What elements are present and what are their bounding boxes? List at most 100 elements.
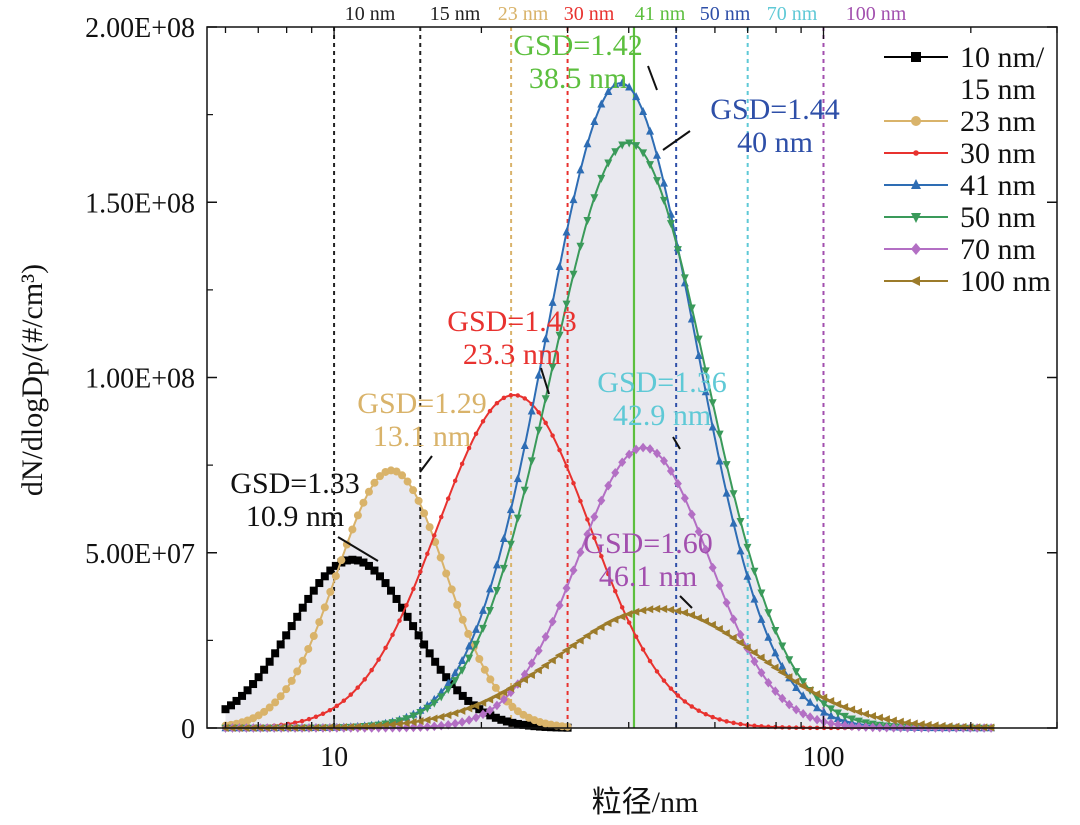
data-point [380,721,389,730]
data-point [527,406,536,415]
data-point [443,711,452,720]
data-point [638,606,647,615]
data-point [376,657,381,662]
data-point [557,447,562,453]
data-point [827,711,835,720]
x-tick-label: 100 [802,742,844,773]
data-point [792,682,801,691]
data-point [425,551,430,557]
data-point [404,603,409,608]
data-point [590,194,599,203]
data-point [860,710,869,719]
data-point [867,711,876,720]
data-point [465,654,474,663]
data-point [714,624,723,633]
data-point [668,686,674,691]
data-point [451,677,460,686]
data-point [227,701,236,710]
data-point [513,514,522,523]
legend-label: 100 nm [960,265,1051,298]
data-point [519,720,528,729]
data-point [370,566,379,575]
data-point [632,92,641,101]
data-point [757,589,766,598]
data-point [923,720,932,729]
data-point [445,496,451,501]
data-point [513,719,522,728]
data-point [520,669,529,680]
data-point [249,680,258,689]
data-point [534,370,543,379]
data-point [390,632,395,638]
data-point [425,649,434,658]
data-point [680,493,689,504]
legend-label: 70 nm [960,233,1036,266]
data-point [784,673,793,682]
data-point [387,586,396,595]
data-point [590,512,599,522]
data-point [619,605,625,610]
data-point [524,721,533,730]
data-point [771,648,780,657]
data-point [520,486,529,495]
legend-swatch-marker [911,116,921,126]
data-point [508,718,517,727]
data-point [304,644,313,653]
data-point [464,629,473,638]
data-point [345,722,354,731]
data-point [492,700,501,711]
data-point [738,721,743,727]
data-point [362,677,367,682]
data-point [447,585,456,594]
data-point [820,700,829,709]
data-point [499,564,508,573]
data-point [562,227,571,236]
data-point [513,680,522,689]
data-point [735,638,744,647]
data-point [444,685,453,694]
data-point [415,717,424,726]
data-point [499,533,508,542]
data-point [729,614,738,625]
data-point [708,422,717,431]
data-point [472,712,481,723]
data-point [833,709,842,718]
data-point [416,722,425,732]
data-point [501,395,507,401]
data-point [592,535,597,541]
data-point [673,478,682,489]
x-tick-label: 10 [320,742,348,773]
data-point [840,712,849,721]
legend-label: 23 nm [960,105,1036,138]
data-point [395,717,404,726]
data-point [409,486,418,495]
data-point [436,712,445,721]
data-point [715,430,724,439]
data-point [694,526,703,537]
legend-item: 41 nm [884,169,1036,202]
data-point [764,609,773,618]
data-point [458,615,467,624]
data-point [309,632,318,641]
data-point [626,620,632,625]
data-point [639,106,648,115]
data-point [534,645,543,656]
data-point [271,649,280,658]
data-point [729,490,738,499]
legend-swatch-marker [911,52,921,62]
data-point [418,569,423,574]
data-point [806,697,815,706]
annotation-gsd-value: GSD=1.33 [230,467,359,500]
data-point [731,720,736,726]
data-point [452,478,458,484]
data-point [785,699,794,710]
data-point [618,457,627,468]
annotation-median-diameter: 46.1 nm [599,560,697,593]
data-point [472,640,481,649]
axis-ticks: 0 5.00E+07 1.00E+08 1.50E+08 2.00E+08 10 100 [85,13,1058,773]
data-point [632,142,641,151]
data-point [687,509,696,520]
data-point [611,79,620,88]
